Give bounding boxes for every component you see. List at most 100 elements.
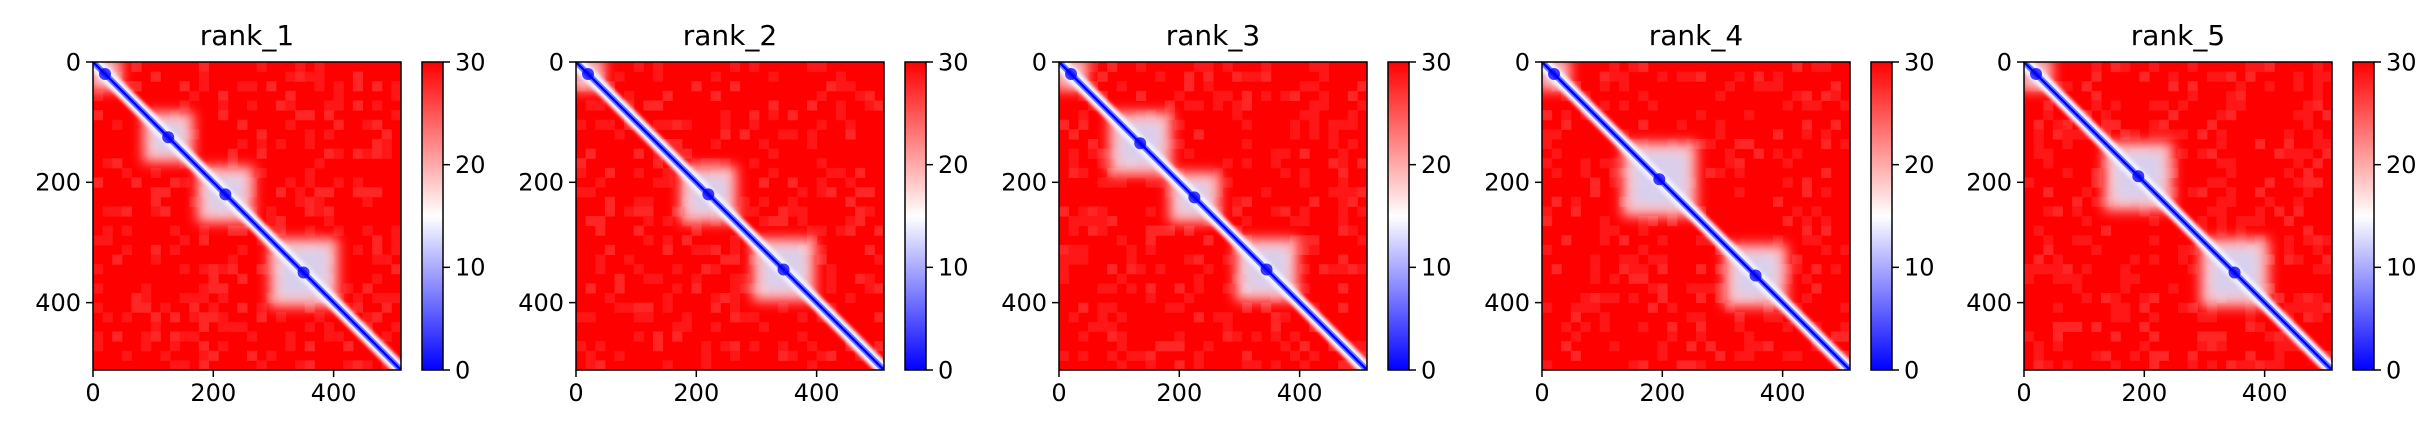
heatmap-texture-cell xyxy=(227,158,238,169)
heatmap-texture-cell xyxy=(710,264,721,275)
heatmap-texture-cell xyxy=(1599,235,1610,246)
heatmap-texture-cell xyxy=(2283,235,2294,246)
heatmap-texture-cell xyxy=(170,177,181,188)
x-tick-label: 0 xyxy=(85,379,100,407)
heatmap-texture-cell xyxy=(189,196,200,207)
diagonal-spot xyxy=(777,263,790,276)
y-tick-label: 200 xyxy=(1484,169,1530,197)
heatmap-texture-cell xyxy=(1155,177,1166,188)
heatmap-texture-cell xyxy=(1241,302,1252,313)
heatmap-texture-cell xyxy=(2120,264,2131,275)
heatmap-texture-cell xyxy=(1753,81,1764,92)
heatmap-texture-cell xyxy=(1570,196,1581,207)
heatmap-texture-cell xyxy=(102,158,113,169)
heatmap-texture-cell xyxy=(150,312,161,323)
heatmap-texture-cell xyxy=(1290,350,1301,361)
heatmap-texture-cell xyxy=(595,216,606,227)
heatmap-texture-cell xyxy=(1542,302,1553,313)
heatmap-texture-cell xyxy=(189,90,200,101)
heatmap-texture-cell xyxy=(1667,216,1678,227)
heatmap-texture-cell xyxy=(1164,225,1175,236)
colorbar-frame xyxy=(2352,61,2375,371)
heatmap-texture-cell xyxy=(2322,302,2332,313)
heatmap-texture-cell xyxy=(2072,283,2083,294)
heatmap-texture-cell xyxy=(1715,129,1726,140)
heatmap-texture-cell xyxy=(653,71,664,82)
heatmap-texture-cell xyxy=(1840,244,1850,255)
heatmap-texture-cell xyxy=(1647,216,1658,227)
heatmap-texture-cell xyxy=(1782,177,1793,188)
heatmap-texture-cell xyxy=(391,90,401,101)
heatmap-texture-cell xyxy=(1136,90,1147,101)
heatmap-texture-cell xyxy=(1136,62,1147,73)
heatmap-texture-cell xyxy=(295,62,306,73)
heatmap-texture-cell xyxy=(691,273,702,284)
heatmap-texture-cell xyxy=(256,62,267,73)
heatmap-texture-cell xyxy=(1290,119,1301,130)
heatmap-texture-cell xyxy=(855,216,866,227)
heatmap-texture-cell xyxy=(1357,264,1367,275)
heatmap-texture-cell xyxy=(1261,71,1272,82)
heatmap-texture-cell xyxy=(1551,129,1562,140)
heatmap-texture-cell xyxy=(633,225,644,236)
heatmap-texture-cell xyxy=(1830,119,1841,130)
heatmap-texture-cell xyxy=(807,225,818,236)
heatmap-texture-cell xyxy=(2062,264,2073,275)
heatmap-texture-cell xyxy=(1232,331,1243,342)
x-tick-label: 0 xyxy=(2016,379,2031,407)
heatmap-texture-cell xyxy=(585,148,596,159)
heatmap-texture-cell xyxy=(1638,321,1649,332)
heatmap-texture-cell xyxy=(1232,206,1243,217)
panel-title: rank_3 xyxy=(1166,19,1260,52)
heatmap-texture-cell xyxy=(768,148,779,159)
heatmap-texture-cell xyxy=(1638,264,1649,275)
heatmap-texture-cell xyxy=(1241,139,1252,150)
heatmap-texture-cell xyxy=(807,129,818,140)
heatmap-texture-cell xyxy=(730,235,741,246)
heatmap-texture-cell xyxy=(2024,177,2035,188)
heatmap-cells xyxy=(1542,62,1850,370)
heatmap-texture-cell xyxy=(2168,110,2179,121)
heatmap-texture-cell xyxy=(2216,129,2227,140)
heatmap-texture-cell xyxy=(381,148,392,159)
heatmap-texture-cell xyxy=(2264,177,2275,188)
heatmap-texture-cell xyxy=(874,341,884,352)
heatmap-texture-cell xyxy=(2322,139,2332,150)
heatmap-texture-cell xyxy=(1164,302,1175,313)
heatmap-texture-cell xyxy=(845,293,856,304)
heatmap-texture-cell xyxy=(2101,293,2112,304)
heatmap-texture-cell xyxy=(691,158,702,169)
colorbar-tick-label: 30 xyxy=(1904,48,1935,76)
heatmap-texture-cell xyxy=(758,196,769,207)
heatmap-texture-cell xyxy=(1705,167,1716,178)
heatmap-texture-cell xyxy=(2312,139,2323,150)
heatmap-texture-cell xyxy=(1309,81,1320,92)
heatmap-texture-cell xyxy=(2110,331,2121,342)
heatmap-texture-cell xyxy=(1241,71,1252,82)
heatmap-texture-cell xyxy=(576,341,587,352)
heatmap-texture-cell xyxy=(1059,350,1070,361)
heatmap-texture-cell xyxy=(2052,129,2063,140)
heatmap-texture-cell xyxy=(2072,321,2083,332)
heatmap-texture-cell xyxy=(826,167,837,178)
heatmap-texture-cell xyxy=(1599,100,1610,111)
heatmap-texture-cell xyxy=(1773,129,1784,140)
heatmap-texture-cell xyxy=(585,283,596,294)
heatmap-texture-cell xyxy=(1338,177,1349,188)
heatmap-texture-cell xyxy=(720,158,731,169)
heatmap-texture-cell xyxy=(643,312,654,323)
heatmap-texture-cell xyxy=(1145,293,1156,304)
heatmap-texture-cell xyxy=(304,360,315,370)
heatmap-texture-cell xyxy=(208,350,219,361)
heatmap-texture-cell xyxy=(2187,62,2198,73)
heatmap-texture-cell xyxy=(324,321,335,332)
heatmap-texture-cell xyxy=(304,71,315,82)
heatmap-texture-cell xyxy=(633,331,644,342)
heatmap-texture-cell xyxy=(576,187,587,198)
heatmap-texture-cell xyxy=(189,302,200,313)
heatmap-texture xyxy=(1059,62,1367,370)
heatmap-texture-cell xyxy=(653,273,664,284)
heatmap-texture-cell xyxy=(208,283,219,294)
heatmap-texture-cell xyxy=(2062,81,2073,92)
heatmap-texture-cell xyxy=(845,119,856,130)
